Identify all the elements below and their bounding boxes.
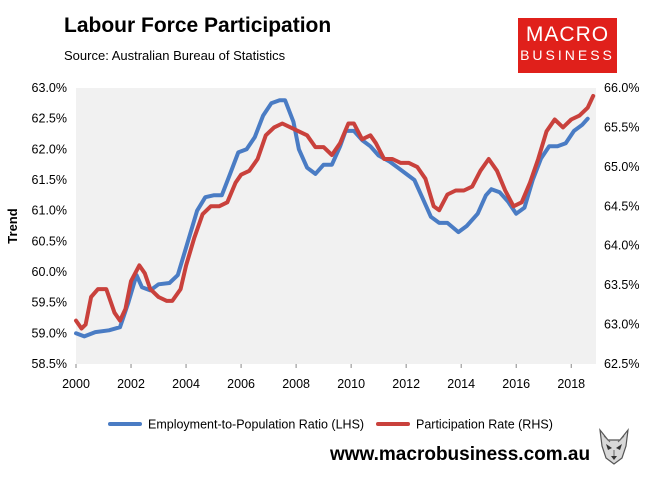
y-left-tick-label: 61.0% xyxy=(32,204,67,218)
legend-label: Participation Rate (RHS) xyxy=(416,418,553,432)
y-right-tick-label: 63.0% xyxy=(604,318,639,332)
y-left-tick-label: 63.0% xyxy=(32,81,67,95)
website-url: www.macrobusiness.com.au xyxy=(330,444,591,465)
y-left-tick-label: 59.5% xyxy=(32,296,67,310)
x-tick-label: 2012 xyxy=(392,377,420,391)
x-tick-label: 2002 xyxy=(117,377,145,391)
x-tick-label: 2016 xyxy=(502,377,530,391)
y-right-tick-label: 64.0% xyxy=(604,239,639,253)
x-tick-label: 2010 xyxy=(337,377,365,391)
x-tick-label: 2008 xyxy=(282,377,310,391)
y-left-tick-label: 61.5% xyxy=(32,173,67,187)
x-tick-label: 2004 xyxy=(172,377,200,391)
chart-subtitle: Source: Australian Bureau of Statistics xyxy=(64,48,286,63)
y-right-tick-label: 62.5% xyxy=(604,357,639,371)
logo-line-2: BUSINESS xyxy=(520,47,615,63)
x-tick-label: 2000 xyxy=(62,377,90,391)
y-right-tick-label: 65.0% xyxy=(604,160,639,174)
chart-title: Labour Force Participation xyxy=(64,14,332,37)
series-line-participation-rate xyxy=(74,93,596,331)
macrobusiness-logo: MACRO BUSINESS xyxy=(518,18,617,73)
y-left-tick-label: 60.0% xyxy=(32,265,67,279)
legend-label: Employment-to-Population Ratio (LHS) xyxy=(148,418,364,432)
logo-line-1: MACRO xyxy=(525,23,610,46)
y-axis-label: Trend xyxy=(5,208,20,243)
x-tick-label: 2006 xyxy=(227,377,255,391)
x-tick-label: 2018 xyxy=(557,377,585,391)
plot-area xyxy=(76,88,596,364)
y-left-tick-label: 60.5% xyxy=(32,234,67,248)
line-chart: 2000 2002 2004 2006 2008 2010 2012 2014 2016 2018… xyxy=(5,81,639,432)
y-right-tick-label: 65.5% xyxy=(604,120,639,134)
wolf-mascot-icon xyxy=(599,427,629,465)
y-left-tick-label: 59.0% xyxy=(32,326,67,340)
series-line-employment-ratio xyxy=(74,98,590,339)
y-right-tick-label: 64.5% xyxy=(604,199,639,213)
y-right-tick-label: 63.5% xyxy=(604,278,639,292)
y-left-tick-label: 58.5% xyxy=(32,357,67,371)
x-tick-label: 2014 xyxy=(447,377,475,391)
y-left-tick-label: 62.0% xyxy=(32,142,67,156)
y-right-tick-label: 66.0% xyxy=(604,81,639,95)
y-left-tick-label: 62.5% xyxy=(32,112,67,126)
